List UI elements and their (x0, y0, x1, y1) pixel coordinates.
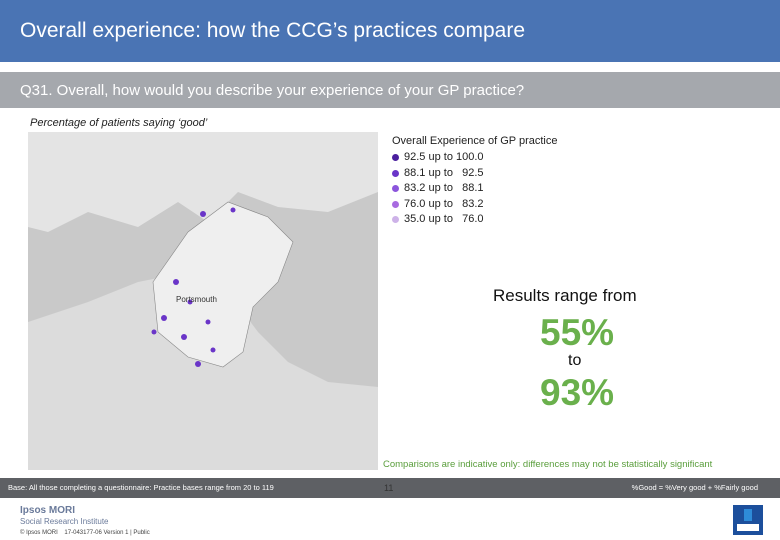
practice-dots (151, 207, 236, 367)
copyright: © Ipsos MORI 17-043177-06 Version 1 | Pu… (20, 530, 150, 536)
results-low: 55% (540, 312, 615, 353)
legend-label: 35.0 up to 76.0 (404, 213, 484, 225)
definition: %Good = %Very good + %Fairly good (631, 483, 758, 492)
footer-bar: Base: All those completing a questionnai… (0, 478, 780, 498)
brand-sub: Social Research Institute (20, 517, 109, 526)
legend-title: Overall Experience of GP practice (392, 135, 558, 147)
legend-label: 83.2 up to 88.1 (404, 182, 484, 194)
map-label: Portsmouth (176, 295, 217, 304)
legend-swatch (392, 200, 399, 208)
legend-label: 92.5 up to 100.0 (404, 151, 484, 163)
results-joiner: to (568, 352, 582, 369)
legend-label: 76.0 up to 83.2 (404, 197, 484, 210)
map-land (28, 272, 378, 470)
legend-swatch (392, 154, 399, 161)
note: Comparisons are indicative only: differe… (383, 459, 713, 470)
title-bar: Overall experience: how the CCG’s practi… (0, 0, 780, 62)
legend-swatch (392, 216, 399, 223)
subtitle: Percentage of patients saying ‘good’ (30, 117, 208, 129)
legend-swatch (392, 185, 399, 192)
results-intro: Results range from (493, 286, 637, 305)
brand: Ipsos MORI (20, 505, 76, 516)
page-number: 11 (384, 483, 394, 493)
question-bar: Q31. Overall, how would you describe you… (0, 72, 780, 108)
results-high: 93% (540, 372, 615, 413)
slide-title: Overall experience: how the CCG’s practi… (20, 19, 525, 42)
legend-label: 88.1 up to 92.5 (404, 166, 484, 179)
map-land (28, 132, 378, 232)
legend-swatch (392, 169, 399, 177)
question: Q31. Overall, how would you describe you… (20, 82, 525, 99)
logo (733, 505, 763, 535)
map: Portsmouth (28, 132, 378, 470)
base-text: Base: All those completing a questionnai… (8, 483, 274, 492)
ccg-area (152, 201, 294, 368)
